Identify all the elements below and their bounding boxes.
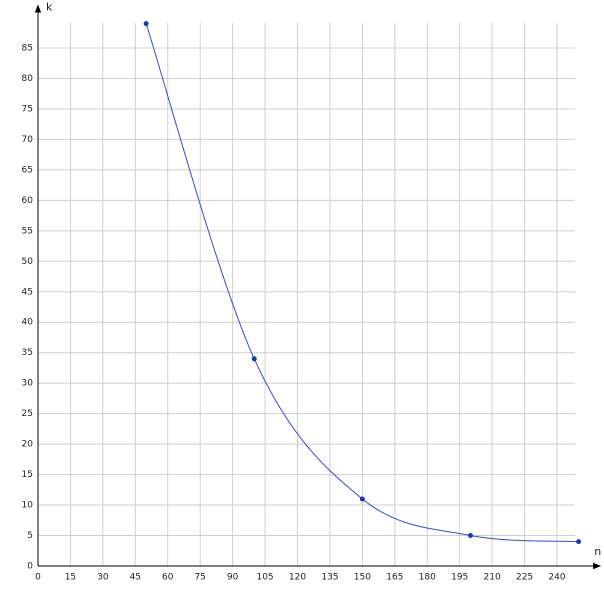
x-tick-label: 15 xyxy=(65,573,76,583)
x-tick-label: 105 xyxy=(256,573,273,583)
x-tick-label: 240 xyxy=(548,573,565,583)
y-tick-label: 30 xyxy=(22,379,34,389)
y-tick-label: 15 xyxy=(22,470,33,480)
y-tick-label: 60 xyxy=(22,196,34,206)
y-tick-label: 80 xyxy=(22,74,34,84)
y-tick-label: 25 xyxy=(22,409,33,419)
y-tick-label: 20 xyxy=(22,440,34,450)
plot: 0 15 30 45 60 75 90 105 120 135 150 165 180 195 210 225… xyxy=(22,0,602,582)
x-tick-label: 0 xyxy=(35,573,41,583)
x-tick-label: 120 xyxy=(289,573,306,583)
grid xyxy=(37,23,575,567)
y-axis-label: k xyxy=(46,0,53,13)
y-tick-label: 5 xyxy=(27,531,33,541)
y-tick-label: 55 xyxy=(22,226,33,236)
x-tick-label: 45 xyxy=(130,573,141,583)
point xyxy=(576,539,582,545)
point xyxy=(143,21,149,27)
x-tick-label: 195 xyxy=(451,573,468,583)
y-tick-label: 35 xyxy=(22,348,33,358)
x-tick-label: 150 xyxy=(354,573,371,583)
y-tick-label: 70 xyxy=(22,135,34,145)
y-tick-label: 65 xyxy=(22,165,33,175)
point xyxy=(468,533,473,539)
x-tick-label: 30 xyxy=(97,573,109,583)
y-tick-label: 0 xyxy=(27,562,33,572)
point xyxy=(359,496,365,502)
y-tick-label: 50 xyxy=(22,257,34,267)
x-tick-label: 90 xyxy=(227,573,239,583)
y-tick-label: 45 xyxy=(22,287,33,297)
x-tick-label: 165 xyxy=(386,573,403,583)
line xyxy=(145,23,579,543)
x-tick-label: 180 xyxy=(419,573,436,583)
point xyxy=(251,356,257,362)
y-tick-label: 40 xyxy=(22,318,34,328)
y-tick-label: 85 xyxy=(22,44,33,54)
y-tick-label: 75 xyxy=(22,104,33,114)
x-tick-label: 135 xyxy=(321,573,338,583)
y-tick-label: 10 xyxy=(22,501,34,511)
x-tick-label: 75 xyxy=(194,573,205,583)
x-tick-label: 210 xyxy=(484,573,501,583)
x-tick-label: 225 xyxy=(516,573,533,583)
x-tick-label: 60 xyxy=(162,573,174,583)
x-axis-label: n xyxy=(594,545,601,558)
